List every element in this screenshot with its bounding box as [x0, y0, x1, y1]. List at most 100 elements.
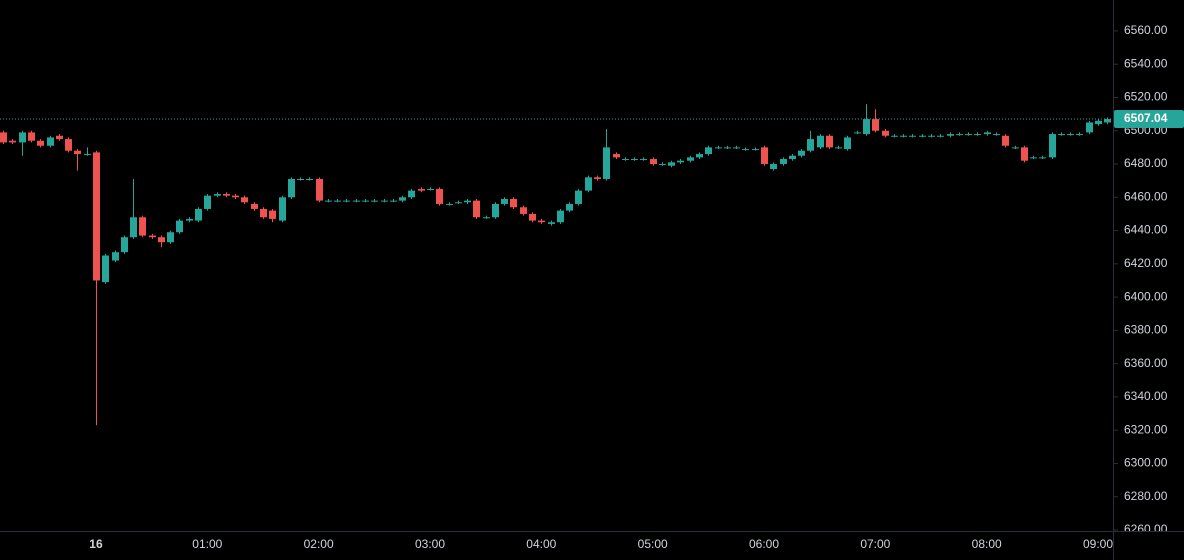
candle-body [1002, 135, 1009, 146]
candle-body [696, 154, 703, 158]
candle-body [241, 197, 248, 203]
candle-body [176, 220, 183, 233]
candle-body [854, 132, 861, 134]
candle-body [835, 147, 842, 149]
candle-body [659, 164, 666, 166]
y-tick-label: 6280.00 [1124, 489, 1168, 503]
candle-body [223, 193, 230, 196]
candle-body [483, 217, 490, 219]
candle-body [74, 150, 81, 155]
candle-body [724, 147, 731, 149]
candle-body [316, 178, 323, 201]
y-tick-label: 6400.00 [1124, 289, 1168, 303]
candle-body [362, 200, 369, 202]
y-tick-label: 6480.00 [1124, 156, 1168, 170]
candle-body [455, 202, 462, 204]
candle-body [807, 139, 814, 151]
candle-body [343, 200, 350, 202]
candle-body [928, 135, 935, 137]
candle-body [687, 157, 694, 161]
x-tick-label: 01:00 [192, 537, 222, 551]
candle-body [844, 137, 851, 150]
candle-body [418, 188, 425, 191]
candle-body [965, 134, 972, 136]
candle-body [622, 159, 629, 161]
candle-body [1030, 157, 1037, 159]
x-tick-label: 07:00 [860, 537, 890, 551]
candle-body [585, 177, 592, 191]
candle-body [956, 134, 963, 136]
candle-body [427, 188, 434, 190]
candle-body [371, 200, 378, 202]
y-tick-label: 6320.00 [1124, 422, 1168, 436]
y-tick-label: 6340.00 [1124, 389, 1168, 403]
candle-body [984, 132, 991, 135]
candle-body [882, 130, 889, 136]
candle-body [640, 159, 647, 161]
candle-body [204, 195, 211, 209]
candle-body [1067, 134, 1074, 136]
candle-body [408, 190, 415, 198]
x-tick-label: 16 [89, 537, 103, 551]
candle-body [566, 203, 573, 211]
candle-body [780, 159, 787, 165]
y-tick-label: 6440.00 [1124, 223, 1168, 237]
x-tick-label: 03:00 [415, 537, 445, 551]
candle-body [214, 193, 221, 196]
candle-body [1021, 147, 1028, 161]
candle-body [297, 178, 304, 180]
y-tick-label: 6260.00 [1124, 522, 1168, 536]
candle-body [232, 195, 239, 198]
plot [0, 104, 1113, 426]
x-tick-label: 06:00 [749, 537, 779, 551]
candle-body [891, 135, 898, 137]
candle-body [334, 200, 341, 202]
candle-body [742, 149, 749, 151]
candle-body [594, 177, 601, 179]
candle-body [677, 160, 684, 163]
candle-body [529, 213, 536, 221]
candle-body [353, 200, 360, 202]
candle-body [121, 237, 128, 253]
candle-body [390, 200, 397, 202]
candle-body [937, 135, 944, 137]
candle-body [28, 132, 35, 141]
candle-body [900, 135, 907, 137]
candle-body [84, 154, 91, 156]
candle-body [863, 119, 870, 135]
x-tick-label: 08:00 [972, 537, 1002, 551]
candle-body [37, 140, 44, 146]
candle-body [19, 132, 26, 143]
candle-body [186, 218, 193, 221]
candle-body [325, 200, 332, 202]
candle-body [65, 139, 72, 151]
candle-body [947, 134, 954, 136]
candle-body [575, 190, 582, 204]
candle-body [613, 154, 620, 158]
candle-body [102, 255, 109, 283]
candle-body [0, 132, 7, 143]
candle-body [1049, 134, 1056, 158]
candle-body [798, 150, 805, 156]
candle-body [631, 159, 638, 161]
candle-body [993, 134, 1000, 136]
candle-body [715, 147, 722, 149]
candle-body [668, 162, 675, 166]
candle-body [167, 232, 174, 243]
last-price-badge [1114, 110, 1184, 129]
candle-body [1076, 134, 1083, 136]
candle-body [399, 197, 406, 201]
candle-body [139, 217, 146, 236]
candle-body [56, 135, 63, 140]
candle-body [538, 220, 545, 223]
candle-body [269, 210, 276, 219]
last-price-label: 6507.04 [1124, 111, 1168, 125]
candle-body [705, 147, 712, 155]
candle-body [510, 198, 517, 208]
candle-body [436, 188, 443, 204]
candle-body [752, 149, 759, 151]
candle-body [826, 135, 833, 148]
candle-body [919, 135, 926, 137]
